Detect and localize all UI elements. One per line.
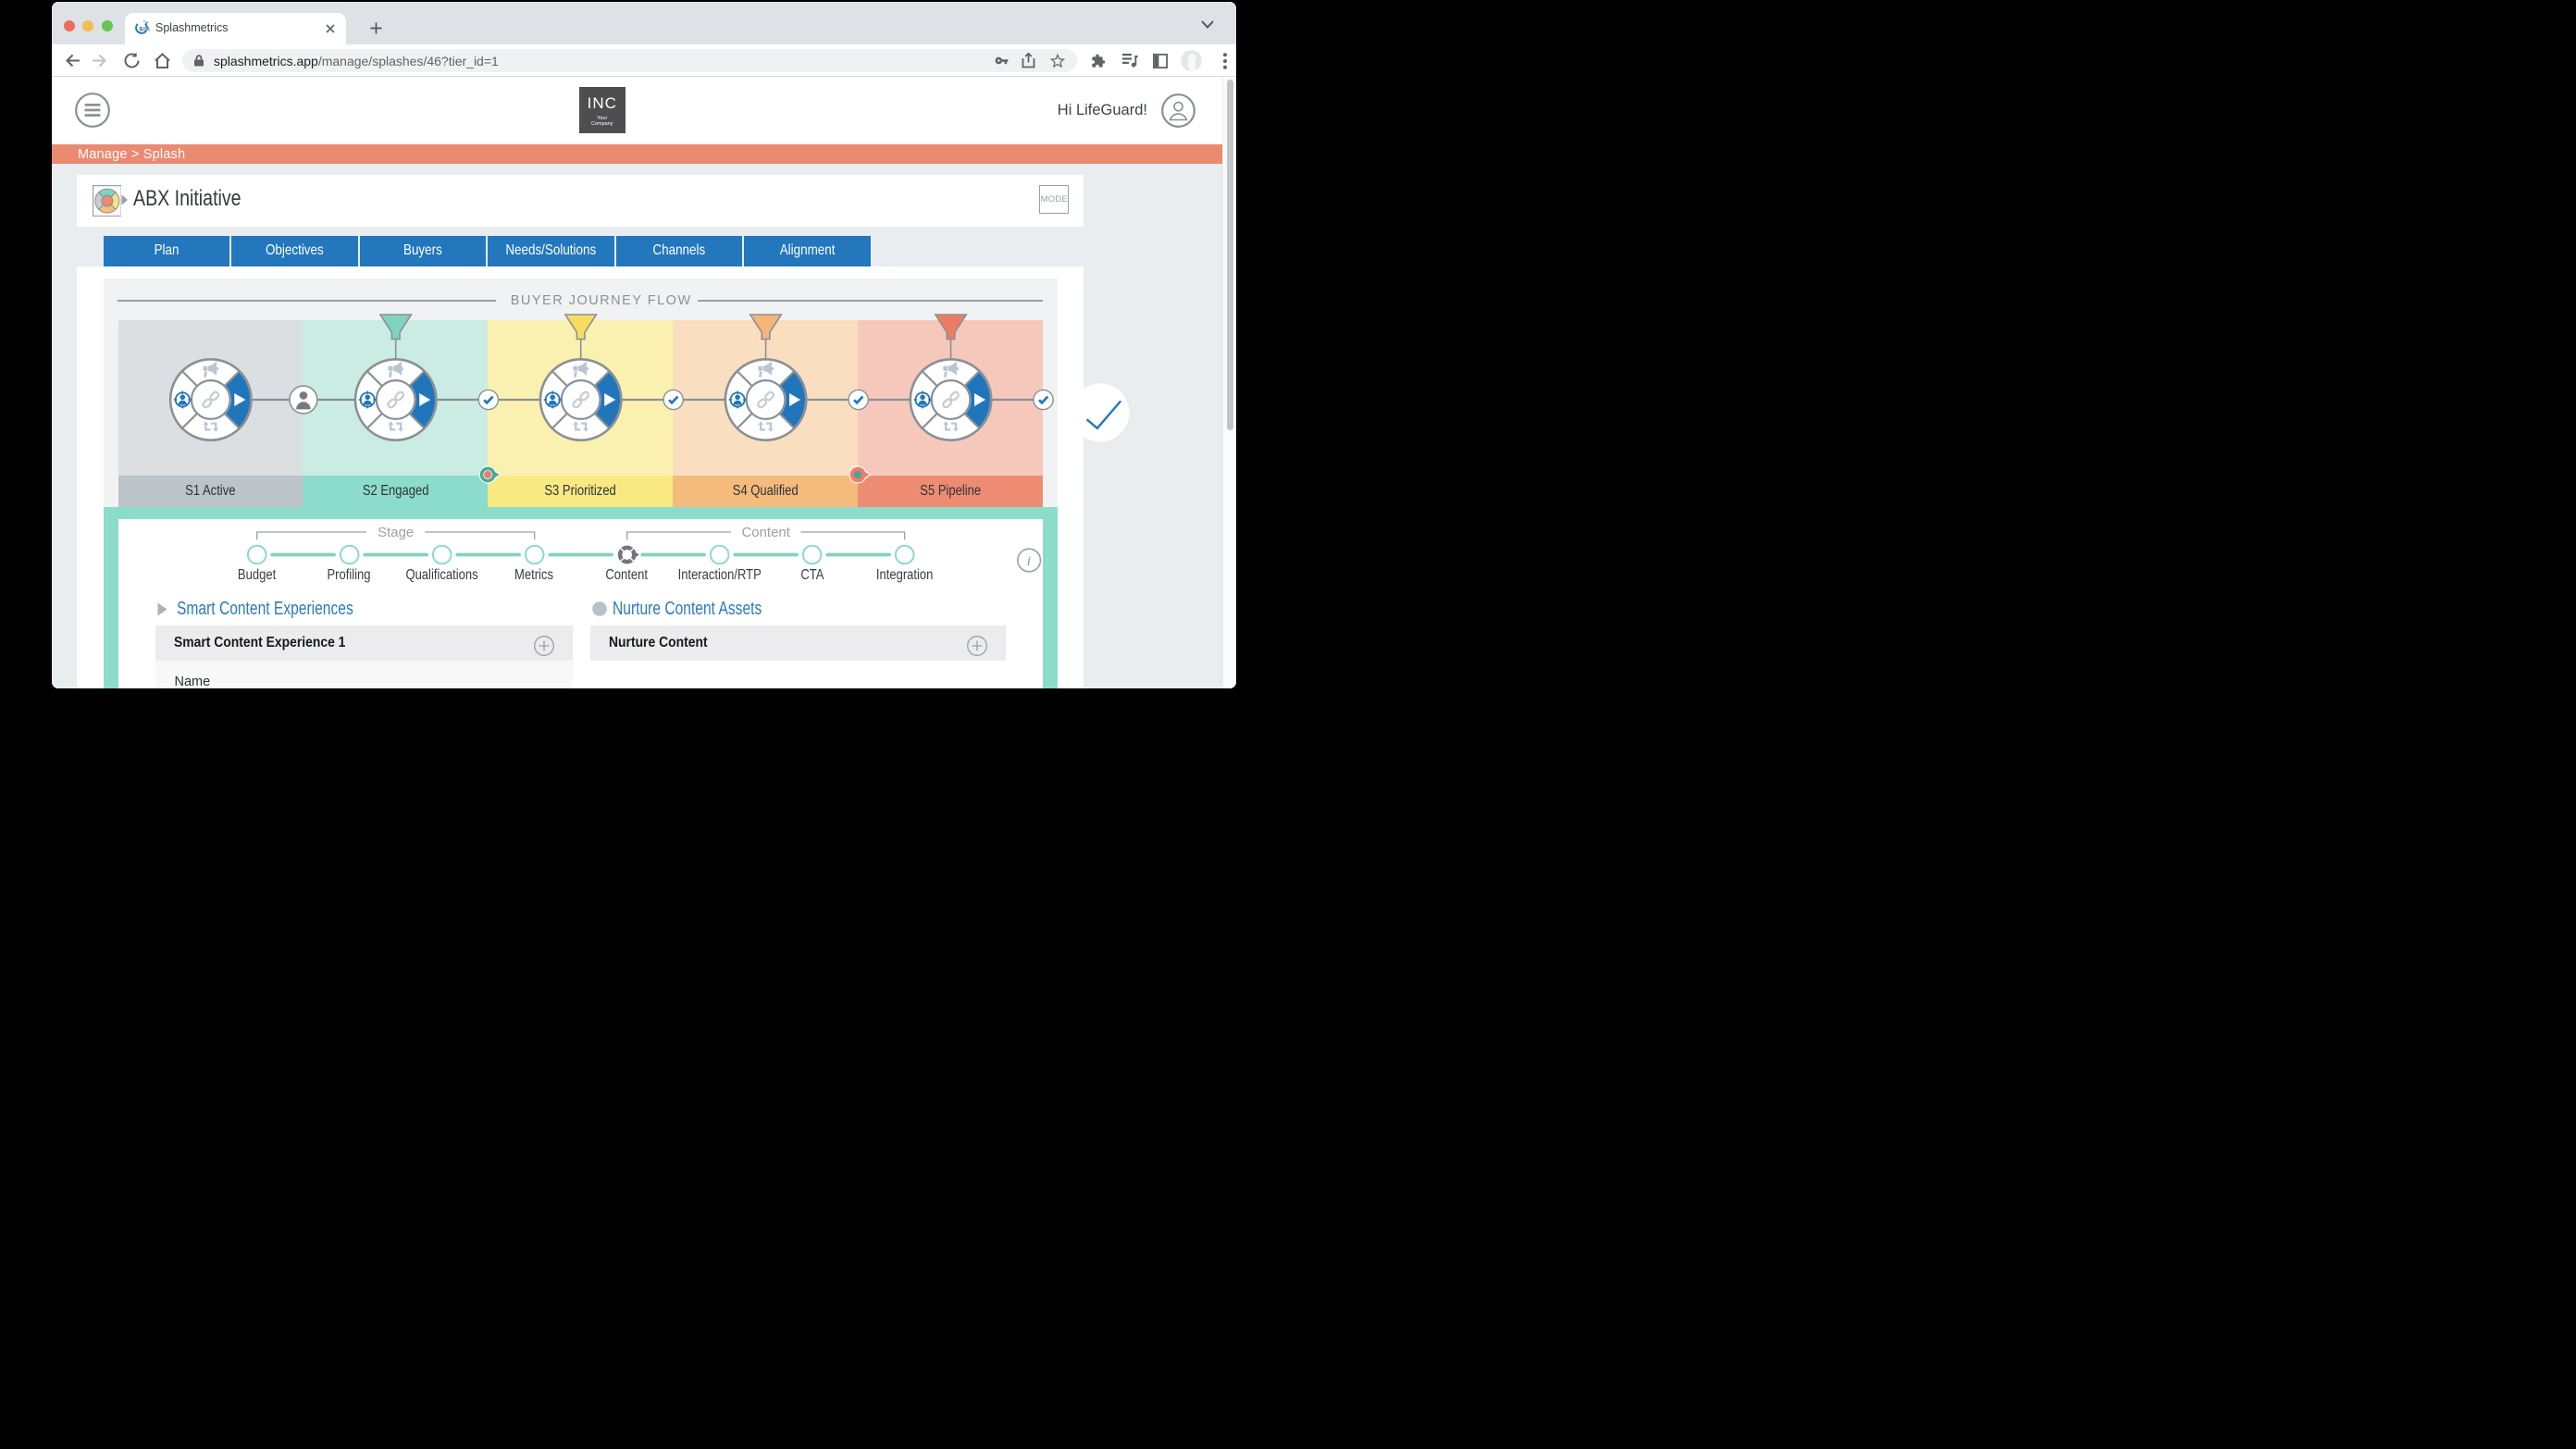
svg-text:i: i bbox=[1026, 554, 1030, 569]
svg-text:Stage: Stage bbox=[378, 525, 414, 540]
svg-text:Content: Content bbox=[741, 525, 790, 540]
svg-text:s: s bbox=[139, 24, 143, 32]
svg-text:m: m bbox=[143, 24, 150, 32]
